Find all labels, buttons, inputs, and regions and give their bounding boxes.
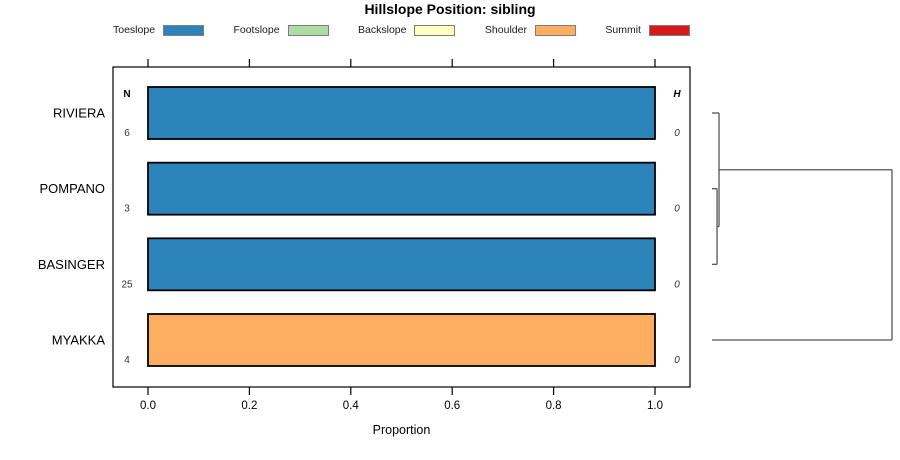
- x-tick-label: 0.4: [343, 400, 360, 412]
- chart-title: Hillslope Position: sibling: [364, 1, 536, 17]
- bar-riviera-toeslope: [147, 86, 656, 140]
- legend-label: Toeslope: [113, 24, 156, 36]
- legend-item-backslope: Backslope: [358, 24, 456, 36]
- category-label: MYAKKA: [52, 333, 106, 348]
- n-value: 4: [124, 355, 130, 366]
- x-tick-label: 0.6: [444, 400, 460, 412]
- category-label: BASINGER: [38, 257, 105, 272]
- bar-myakka-shoulder: [147, 313, 656, 367]
- h-value: 0: [674, 279, 680, 290]
- legend-swatch: [163, 24, 205, 36]
- legend: Toeslope Footslope Backslope Shoulder Summit: [113, 22, 690, 38]
- x-tick-label: 0.2: [241, 400, 257, 412]
- legend-item-footslope: Footslope: [233, 24, 329, 36]
- category-label: RIVIERA: [53, 106, 105, 121]
- legend-swatch: [534, 24, 576, 36]
- legend-label: Summit: [605, 24, 641, 36]
- h-column-header: H: [673, 89, 681, 100]
- legend-swatch: [414, 24, 456, 36]
- h-value: 0: [674, 355, 680, 366]
- x-tick-label: 1.0: [647, 400, 663, 412]
- legend-label: Shoulder: [484, 24, 527, 36]
- legend-swatch: [287, 24, 329, 36]
- legend-item-toeslope: Toeslope: [113, 24, 205, 36]
- n-value: 25: [121, 279, 133, 290]
- legend-label: Backslope: [358, 24, 407, 36]
- x-tick-label: 0.8: [546, 400, 562, 412]
- x-axis-title: Proportion: [373, 423, 431, 437]
- n-column-header: N: [123, 89, 130, 100]
- legend-item-summit: Summit: [605, 24, 690, 36]
- h-value: 0: [674, 204, 680, 215]
- bar-basinger-toeslope: [147, 237, 656, 292]
- legend-swatch: [648, 24, 690, 36]
- n-value: 6: [124, 128, 130, 139]
- h-value: 0: [674, 128, 680, 139]
- legend-label: Footslope: [233, 24, 280, 36]
- legend-item-shoulder: Shoulder: [485, 24, 576, 36]
- x-tick-label: 0.0: [140, 400, 156, 412]
- plot-box: [112, 66, 691, 388]
- n-value: 3: [124, 204, 130, 215]
- bar-pompano-toeslope: [147, 161, 656, 216]
- category-label: POMPANO: [40, 181, 106, 196]
